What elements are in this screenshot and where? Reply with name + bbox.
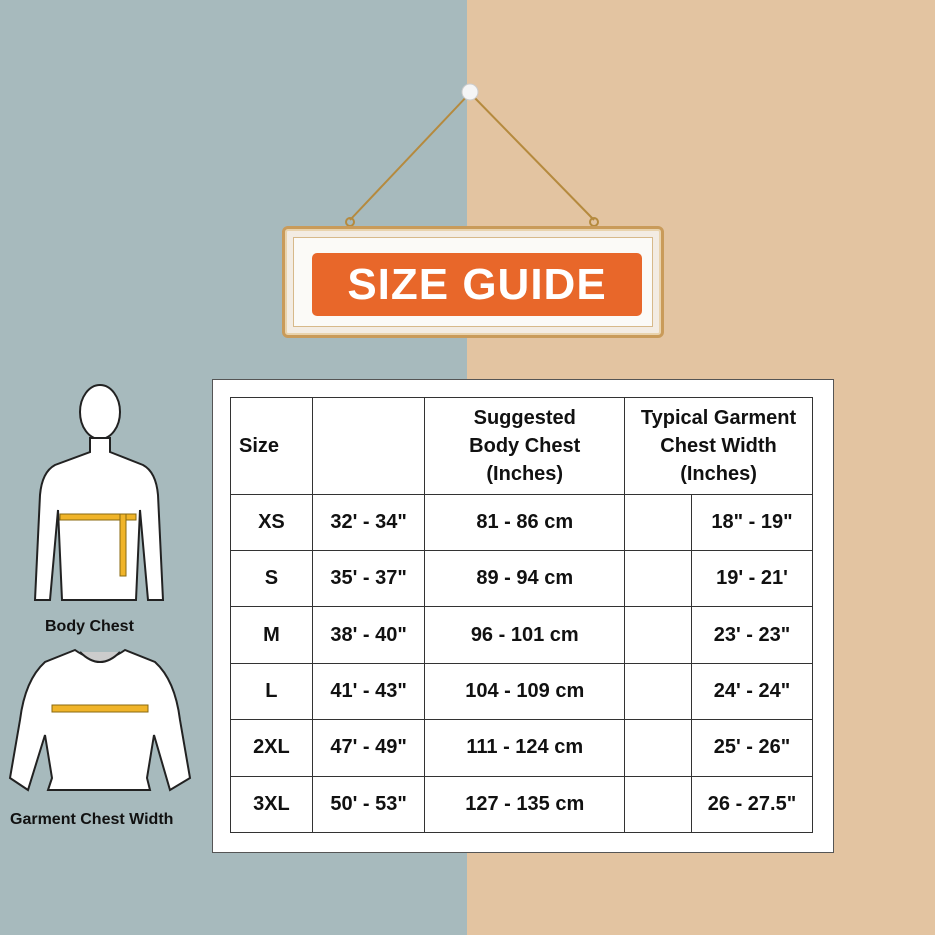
garment-cell: 24' - 24" bbox=[691, 662, 813, 721]
table-row: S 35' - 37" 89 - 94 cm 19' - 21' bbox=[230, 550, 813, 608]
garment-cell: 19' - 21' bbox=[691, 550, 813, 608]
size-cell: L bbox=[230, 662, 313, 721]
body-chest-label: Body Chest bbox=[45, 618, 134, 635]
cm-cell: 127 - 135 cm bbox=[424, 775, 626, 834]
garment-cell: 26 - 27.5" bbox=[691, 775, 813, 834]
cm-cell: 81 - 86 cm bbox=[424, 493, 626, 552]
garment-chest-label: Garment Chest Width bbox=[10, 811, 174, 828]
empty-cell bbox=[624, 606, 693, 664]
size-cell: XS bbox=[230, 493, 313, 552]
empty-cell bbox=[624, 493, 693, 552]
size-cell: 2XL bbox=[230, 719, 313, 777]
body-figure-icon bbox=[33, 384, 165, 601]
size-cell: 3XL bbox=[230, 775, 313, 834]
size-cell: S bbox=[230, 550, 313, 608]
empty-cell bbox=[624, 662, 693, 721]
table-header-row: Size Suggested Body Chest (Inches) Typic… bbox=[230, 397, 813, 495]
inches-cell: 32' - 34" bbox=[311, 493, 426, 552]
cm-cell: 104 - 109 cm bbox=[424, 662, 626, 721]
empty-cell bbox=[624, 719, 693, 777]
cm-cell: 89 - 94 cm bbox=[424, 550, 626, 608]
pin-icon bbox=[461, 83, 479, 101]
measuring-tape-icon bbox=[51, 704, 149, 713]
empty-cell bbox=[624, 550, 693, 608]
size-guide-sign: SIZE GUIDE bbox=[282, 226, 664, 338]
table-row: 3XL 50' - 53" 127 - 135 cm 26 - 27.5" bbox=[230, 775, 813, 834]
table-row: XS 32' - 34" 81 - 86 cm 18" - 19" bbox=[230, 493, 813, 552]
cm-cell: 96 - 101 cm bbox=[424, 606, 626, 664]
garment-cell: 23' - 23" bbox=[691, 606, 813, 664]
size-cell: M bbox=[230, 606, 313, 664]
size-table: Size Suggested Body Chest (Inches) Typic… bbox=[230, 397, 813, 834]
inches-cell: 47' - 49" bbox=[311, 719, 426, 777]
sign-title: SIZE GUIDE bbox=[312, 253, 642, 316]
table-row: 2XL 47' - 49" 111 - 124 cm 25' - 26" bbox=[230, 719, 813, 777]
inches-cell: 41' - 43" bbox=[311, 662, 426, 721]
inches-cell: 35' - 37" bbox=[311, 550, 426, 608]
header-body-chest: Suggested Body Chest (Inches) bbox=[424, 397, 626, 495]
inches-cell: 38' - 40" bbox=[311, 606, 426, 664]
empty-cell bbox=[624, 775, 693, 834]
table-row: M 38' - 40" 96 - 101 cm 23' - 23" bbox=[230, 606, 813, 664]
hanging-string bbox=[345, 92, 599, 227]
cm-cell: 111 - 124 cm bbox=[424, 719, 626, 777]
garment-cell: 18" - 19" bbox=[691, 493, 813, 552]
table-row: L 41' - 43" 104 - 109 cm 24' - 24" bbox=[230, 662, 813, 721]
sweatshirt-icon bbox=[8, 648, 192, 792]
garment-cell: 25' - 26" bbox=[691, 719, 813, 777]
header-blank bbox=[311, 397, 426, 495]
inches-cell: 50' - 53" bbox=[311, 775, 426, 834]
header-size: Size bbox=[230, 397, 313, 495]
measuring-tape-icon bbox=[59, 513, 137, 577]
header-garment-chest: Typical Garment Chest Width (Inches) bbox=[624, 397, 813, 495]
